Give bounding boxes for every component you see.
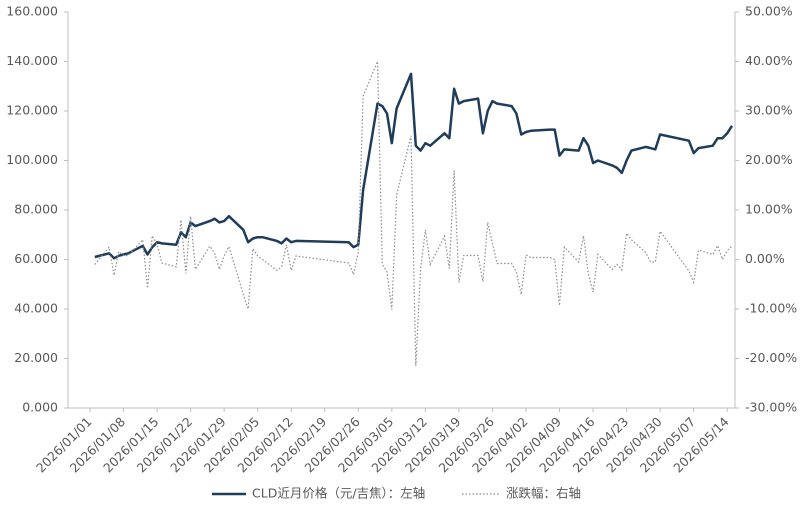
series-line bbox=[94, 61, 733, 366]
y2-tick-label: -10.00% bbox=[745, 301, 797, 316]
y2-tick-label: 30.00% bbox=[745, 103, 793, 118]
y2-tick-label: -30.00% bbox=[745, 400, 797, 415]
y-tick-label: 60.000 bbox=[14, 251, 58, 266]
y2-tick-label: 10.00% bbox=[745, 202, 793, 217]
y-tick-label: 100.000 bbox=[6, 152, 58, 167]
y2-tick-label: -20.00% bbox=[745, 350, 797, 365]
y-tick-label: 20.000 bbox=[14, 350, 58, 365]
y2-tick-label: 0.00% bbox=[745, 251, 785, 266]
y-tick-label: 140.000 bbox=[6, 53, 58, 68]
y2-tick-label: 50.00% bbox=[745, 4, 793, 19]
y2-tick-label: 20.00% bbox=[745, 152, 793, 167]
legend-label: CLD近月价格（元/吉焦）：左轴 bbox=[252, 486, 425, 501]
y2-tick-label: 40.00% bbox=[745, 53, 793, 68]
y-tick-label: 0.000 bbox=[22, 400, 58, 415]
y-tick-label: 120.000 bbox=[6, 103, 58, 118]
y-tick-label: 40.000 bbox=[14, 301, 58, 316]
y-tick-label: 80.000 bbox=[14, 202, 58, 217]
legend-label: 涨跌幅：右轴 bbox=[506, 486, 581, 501]
y-tick-label: 160.000 bbox=[6, 4, 58, 19]
